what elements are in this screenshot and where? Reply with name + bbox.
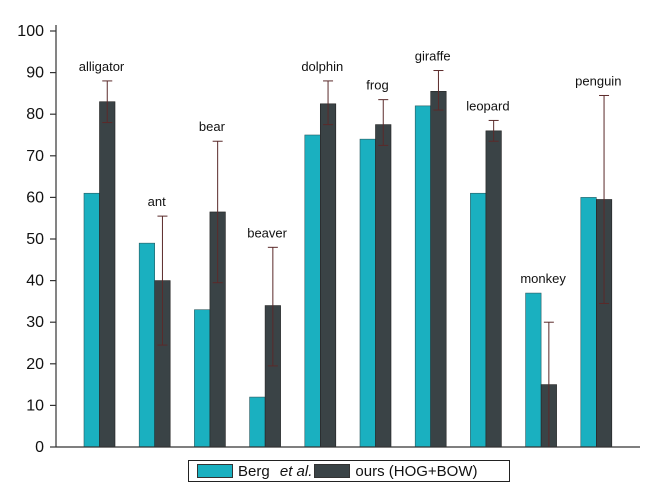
- y-tick-label-90: 90: [26, 65, 44, 82]
- y-tick-label-40: 40: [26, 273, 44, 290]
- bar-series1-monkey: [525, 292, 542, 448]
- category-label-bear: bear: [199, 119, 226, 134]
- bar-series2-giraffe: [430, 91, 447, 448]
- y-tick-label-10: 10: [26, 397, 44, 414]
- legend: Berg et al. ours (HOG+BOW): [188, 460, 510, 482]
- category-label-ant: ant: [148, 194, 166, 209]
- y-tick-label-20: 20: [26, 356, 44, 373]
- y-tick-label-100: 100: [17, 23, 44, 40]
- y-axis: 0 10 20 30 40 50 60 70 80 90 100: [17, 23, 57, 456]
- y-tick-label-60: 60: [26, 189, 44, 206]
- category-label-penguin: penguin: [575, 73, 621, 88]
- legend-label-series1-italic: et al.: [279, 462, 313, 480]
- bar-series2-frog: [375, 124, 392, 448]
- legend-label-series2: ours (HOG+BOW): [355, 462, 478, 480]
- legend-swatch-series1: [197, 464, 233, 478]
- bar-series2-leopard: [485, 130, 502, 448]
- bar-series2-dolphin: [319, 103, 337, 448]
- bar-series1-leopard: [470, 192, 487, 448]
- bar-series1-penguin: [580, 197, 597, 448]
- category-labels-group: alligator ant bear beaver dolphin frog giraffe…: [79, 49, 622, 287]
- category-label-alligator: alligator: [79, 59, 125, 74]
- category-label-dolphin: dolphin: [301, 59, 343, 74]
- category-label-giraffe: giraffe: [415, 49, 451, 64]
- y-tick-label-50: 50: [26, 231, 44, 248]
- category-label-beaver: beaver: [247, 225, 287, 240]
- legend-item-series1: Berg et al.: [197, 463, 312, 480]
- bar-series1-alligator: [83, 192, 100, 448]
- bars-group: [83, 91, 613, 448]
- category-label-leopard: leopard: [466, 98, 509, 113]
- legend-swatch-series2: [314, 464, 351, 478]
- bar-series2-alligator: [99, 101, 116, 448]
- bar-series1-giraffe: [414, 105, 432, 448]
- y-tick-label-80: 80: [26, 106, 44, 123]
- y-tick-label-70: 70: [26, 148, 44, 165]
- bar-series1-dolphin: [304, 134, 321, 448]
- legend-label-series1: Berg: [238, 462, 270, 480]
- category-label-frog: frog: [366, 78, 388, 93]
- legend-item-series2: ours (HOG+BOW): [314, 462, 478, 480]
- bar-series1-bear: [194, 309, 211, 448]
- bar-series1-frog: [359, 138, 376, 448]
- y-tick-label-0: 0: [35, 439, 44, 456]
- y-tick-label-30: 30: [26, 314, 44, 331]
- category-label-monkey: monkey: [520, 271, 566, 286]
- error-bars-group: [102, 70, 610, 448]
- bar-series1-ant: [138, 242, 155, 448]
- bar-series1-beaver: [249, 396, 266, 448]
